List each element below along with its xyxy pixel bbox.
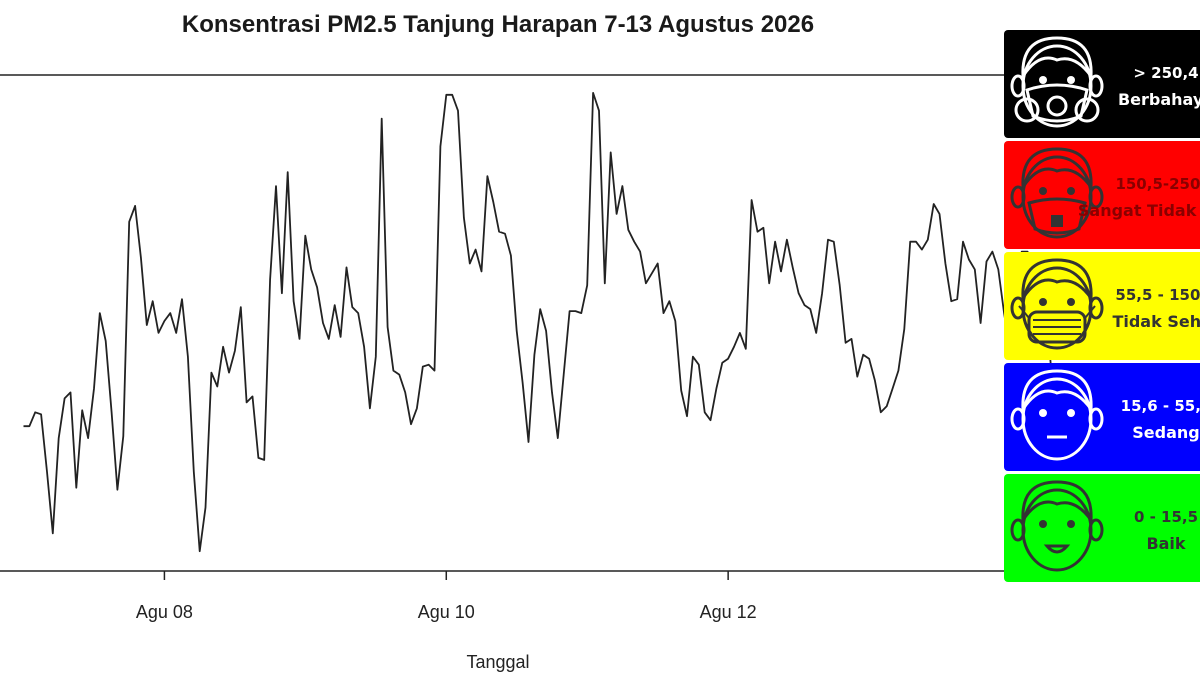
x-axis-label: Tanggal	[466, 652, 529, 672]
legend-box-4: 15,6 - 55,4 Sedang	[1004, 363, 1200, 471]
legend-range-label: 0 - 15,5	[1134, 508, 1198, 526]
legend-category-label: Sedang	[1132, 423, 1199, 442]
chart-title: Konsentrasi PM2.5 Tanjung Harapan 7-13 A…	[182, 11, 814, 38]
legend-category-label: Baik	[1146, 534, 1185, 553]
legend-category-label: Sangat Tidak Sehat	[1078, 201, 1200, 220]
legend-box-2: 150,5-250,4 Sangat Tidak Sehat	[1004, 141, 1200, 249]
legend-box-1: > 250,4 Berbahaya	[1004, 30, 1200, 138]
respirator-face-icon	[1010, 147, 1104, 239]
legend-box-5: 0 - 15,5 Baik	[1004, 474, 1200, 582]
masked-face-icon	[1010, 258, 1104, 350]
neutral-face-icon	[1010, 369, 1104, 461]
x-axis-ticks: Agu 08 Agu 10 Agu 12	[136, 571, 757, 622]
legend-box-3: 55,5 - 150,4 Tidak Sehat	[1004, 252, 1200, 360]
x-tick-label: Agu 12	[700, 602, 757, 622]
gas-mask-face-icon	[1010, 36, 1104, 128]
legend-range-label: > 250,4	[1133, 64, 1198, 82]
legend-category-label: Tidak Sehat	[1112, 312, 1200, 331]
legend-range-label: 55,5 - 150,4	[1115, 286, 1200, 304]
series-line	[23, 92, 1064, 553]
x-tick-label: Agu 08	[136, 602, 193, 622]
smiling-face-icon	[1010, 480, 1104, 572]
aqi-legend: > 250,4 Berbahaya 150,5-250,4 Sangat Tidak …	[1004, 30, 1200, 582]
legend-range-label: 150,5-250,4	[1115, 175, 1200, 193]
legend-range-label: 15,6 - 55,4	[1121, 397, 1200, 415]
legend-category-label: Berbahaya	[1118, 90, 1200, 109]
x-tick-label: Agu 10	[418, 602, 475, 622]
